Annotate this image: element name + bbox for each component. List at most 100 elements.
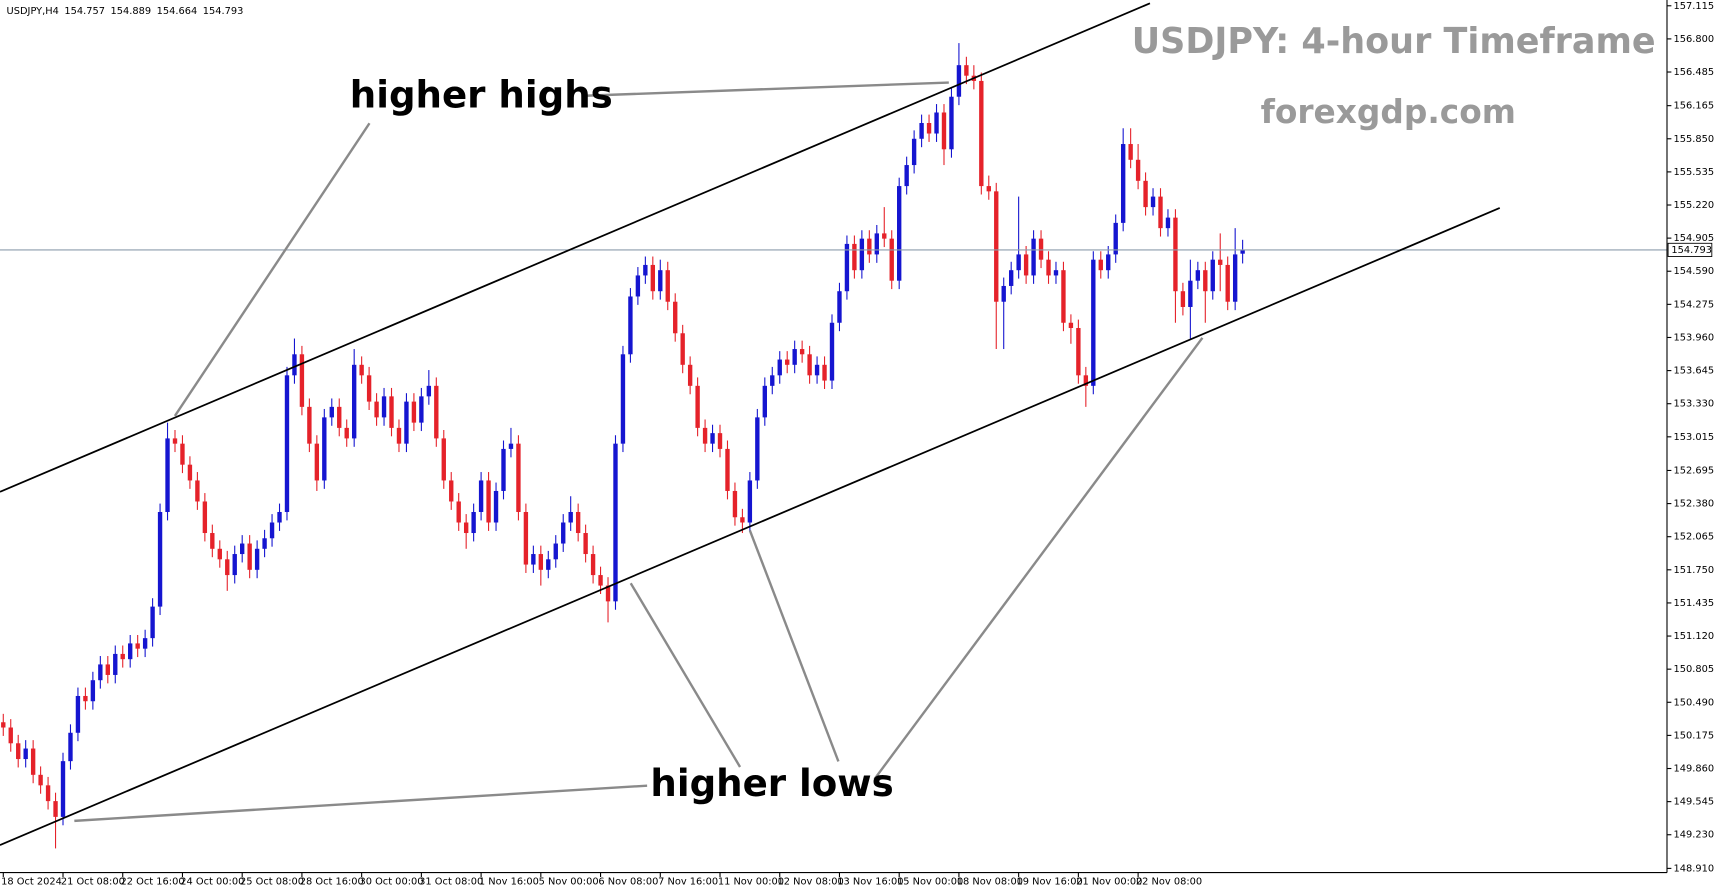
y-tick-label: 150.490 [1674,697,1714,708]
y-tick-label: 150.175 [1674,730,1714,741]
candle-body [1143,180,1148,208]
candle-body [658,270,663,292]
y-tick-label: 149.545 [1674,797,1714,808]
candle-body [1016,254,1021,271]
candle-body [478,480,484,512]
candle-body [456,501,461,523]
candle-body [1195,270,1201,281]
pointer [584,81,949,97]
candle-body [531,554,536,565]
candle-body [210,533,215,549]
candle-body [949,96,954,150]
candle-body [598,575,603,586]
candle-body [613,443,618,602]
candle-body [1076,328,1081,376]
header-high: 154.889 [111,6,152,17]
candle-body [187,464,193,481]
candle-body [128,643,133,660]
x-tick-label: 21 Oct 08:00 [61,876,125,887]
candle-body [284,375,290,512]
channel-lower [0,207,1501,846]
candle-body [202,501,208,534]
candle-body [1001,285,1006,302]
candle-body [142,638,148,649]
candle-body [1210,259,1215,292]
candle-body [561,522,566,544]
pointer [873,337,1204,780]
candle-body [1165,217,1171,229]
y-tick-label: 148.910 [1674,863,1714,874]
x-tick-label: 13 Nov 16:00 [837,876,903,887]
y-tick-label: 155.220 [1674,200,1714,211]
annotation: higher highs [350,72,613,116]
candle-body [590,554,596,576]
candle-body [374,401,379,418]
x-tick-label: 18 Oct 2024 [1,876,62,887]
y-tick-label: 153.330 [1674,399,1714,410]
candle-body [247,543,252,570]
candle-body [799,349,805,355]
candle-body [934,112,939,134]
candle-body [762,385,767,418]
candle-body [926,123,932,134]
candle-body [1053,270,1059,276]
candle-body [53,801,58,817]
candle-body [157,511,163,607]
header-open: 154.757 [64,6,105,17]
candle-body [1158,196,1163,229]
candle-body [486,480,491,523]
candle-body [1008,270,1014,286]
candle-body [523,511,529,565]
candle-body [366,375,372,402]
candle-body [740,517,745,523]
candle-body [38,774,43,786]
candle-body [381,396,387,418]
x-tick-label: 7 Nov 16:00 [658,876,718,887]
y-tick-label: 151.435 [1674,598,1714,609]
candle-body [785,359,790,365]
candle-body [180,443,185,465]
candle-body [16,743,21,760]
x-tick-label: 28 Oct 16:00 [300,876,364,887]
candle-body [717,433,723,449]
candle-body [441,438,446,481]
annotation-pointers [74,81,1204,823]
pointer [629,582,742,768]
candle-body [695,385,700,428]
candle-body [98,664,103,681]
candle-body [292,354,297,376]
pointer [748,529,840,762]
candle-body [90,680,96,702]
candle-body [150,606,155,639]
candle-body [45,785,51,802]
candle-body [1225,264,1230,302]
candle-body [1113,222,1118,255]
x-tick-label: 31 Oct 08:00 [419,876,483,887]
candle-body [725,448,730,491]
candle-body [411,401,417,423]
x-tick-label: 30 Oct 00:00 [359,876,423,887]
symbol: USDJPY,H4 [7,6,59,17]
candle-body [172,438,178,444]
candle-body [1218,259,1223,265]
y-tick-label: 151.750 [1674,565,1714,576]
candle-body [822,364,827,381]
candle-body [314,443,320,481]
y-tick-label: 155.535 [1674,167,1714,178]
candle-body [538,554,544,570]
candle-body [777,359,782,376]
candle-body [463,522,469,534]
y-tick-label: 152.065 [1674,532,1714,543]
y-tick-label: 155.850 [1674,134,1714,145]
candle-body [994,191,999,302]
candle-body [1061,270,1066,323]
candle-body [919,123,924,139]
candle-body [23,748,28,760]
x-tick-label: 22 Oct 16:00 [121,876,185,887]
chart-subtitle: forexgdp.com [1261,92,1516,131]
y-tick-label: 149.230 [1674,830,1714,841]
candle-body [575,511,581,534]
candle-body [874,233,879,255]
candle-body [1,722,6,728]
